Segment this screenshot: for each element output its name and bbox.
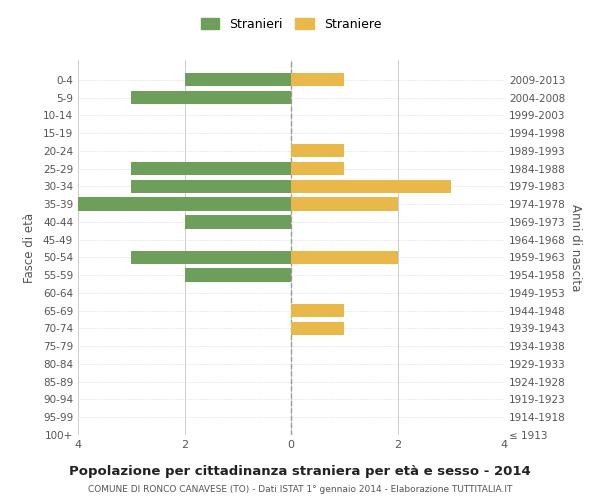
- Bar: [291, 180, 451, 193]
- Bar: [78, 198, 291, 211]
- Bar: [185, 215, 291, 228]
- Bar: [291, 73, 344, 86]
- Bar: [131, 250, 291, 264]
- Text: COMUNE DI RONCO CANAVESE (TO) - Dati ISTAT 1° gennaio 2014 - Elaborazione TUTTIT: COMUNE DI RONCO CANAVESE (TO) - Dati IST…: [88, 485, 512, 494]
- Bar: [185, 268, 291, 282]
- Legend: Stranieri, Straniere: Stranieri, Straniere: [200, 18, 382, 30]
- Bar: [291, 322, 344, 335]
- Bar: [185, 73, 291, 86]
- Bar: [291, 250, 398, 264]
- Y-axis label: Anni di nascita: Anni di nascita: [569, 204, 582, 291]
- Bar: [131, 162, 291, 175]
- Text: Popolazione per cittadinanza straniera per età e sesso - 2014: Popolazione per cittadinanza straniera p…: [69, 465, 531, 478]
- Bar: [131, 91, 291, 104]
- Bar: [291, 162, 344, 175]
- Bar: [291, 304, 344, 318]
- Bar: [131, 180, 291, 193]
- Y-axis label: Fasce di età: Fasce di età: [23, 212, 36, 282]
- Bar: [291, 198, 398, 211]
- Bar: [291, 144, 344, 158]
